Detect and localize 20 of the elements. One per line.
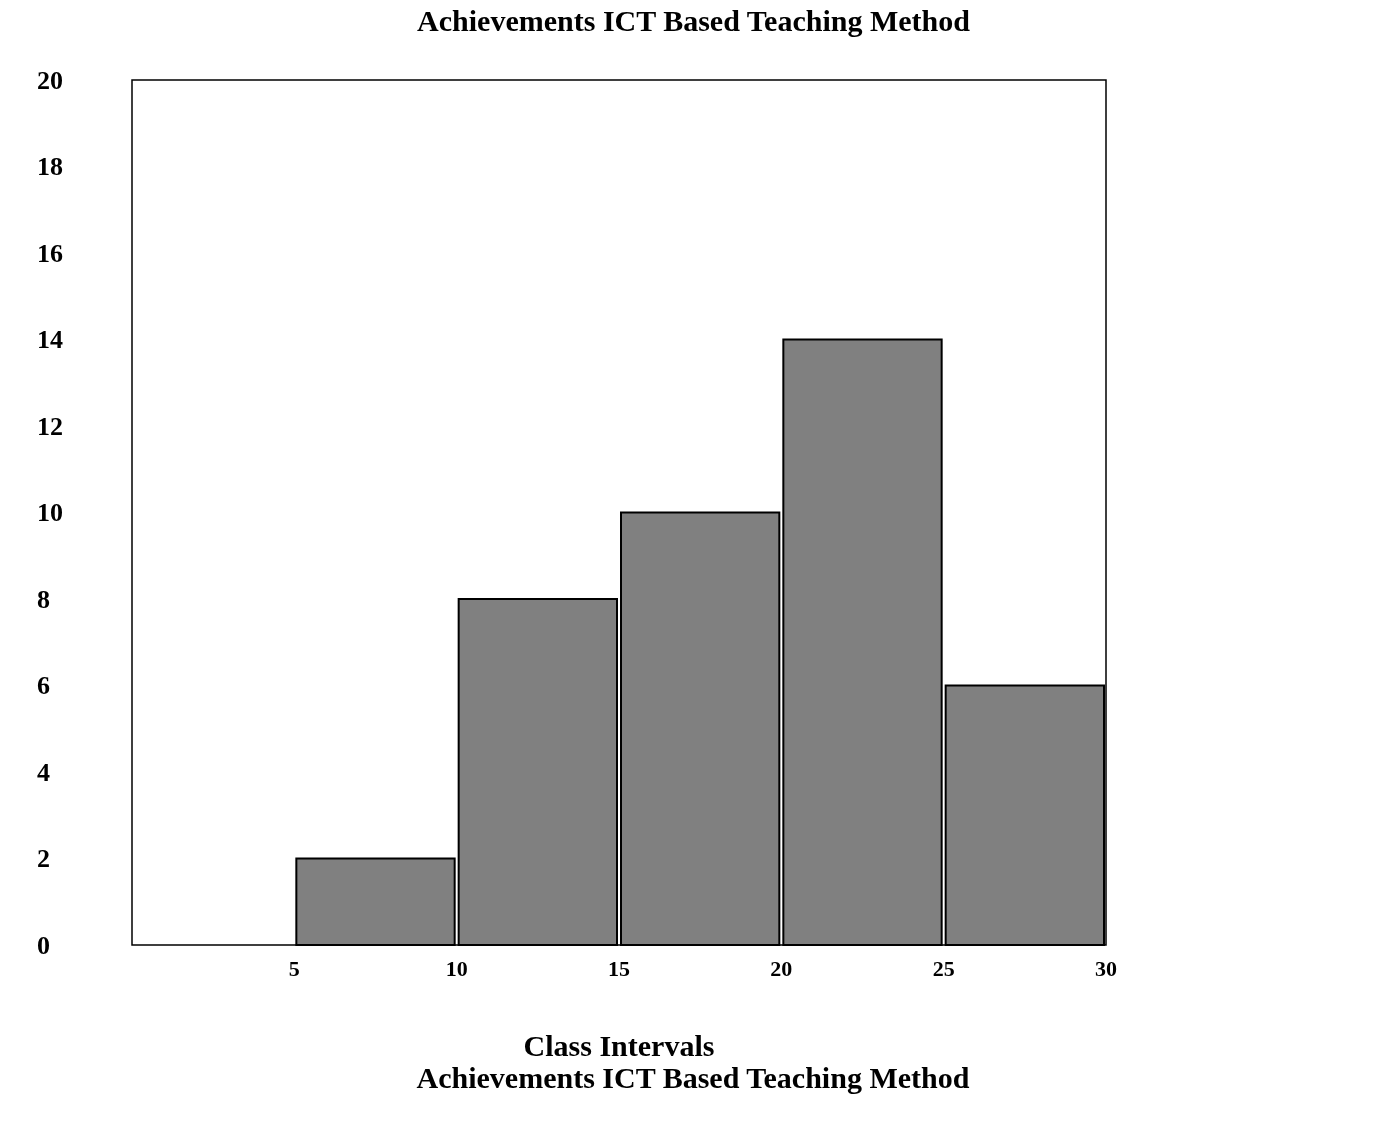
y-tick-label: 18 — [37, 152, 63, 181]
x-tick-label: 5 — [288, 955, 300, 981]
y-tick-label: 0 — [37, 930, 50, 960]
y-tick-label: 6 — [37, 671, 50, 700]
y-tick-label: 14 — [37, 325, 63, 354]
x-tick-label: 20 — [770, 955, 793, 981]
y-tick-label: 10 — [37, 498, 63, 527]
x-axis-title: Class Intervals — [523, 1028, 715, 1062]
text: Achievements ICT Based Teaching Method — [416, 1060, 970, 1094]
y-tick-label: 16 — [37, 238, 63, 268]
x-tick-label: 25 — [932, 955, 955, 981]
x-tick-label: 15 — [608, 955, 630, 981]
y-tick-label: 12 — [37, 411, 63, 441]
y-tick-label: 8 — [37, 584, 50, 614]
y-tick-label: 2 — [37, 844, 50, 873]
x-tick-label: 10 — [445, 955, 468, 981]
y-tick-label: 4 — [37, 757, 50, 787]
x-tick-label: 30 — [1095, 955, 1117, 981]
y-tick-label: 20 — [37, 65, 63, 95]
chart-title: Achievements ICT Based Teaching Method — [417, 3, 971, 37]
